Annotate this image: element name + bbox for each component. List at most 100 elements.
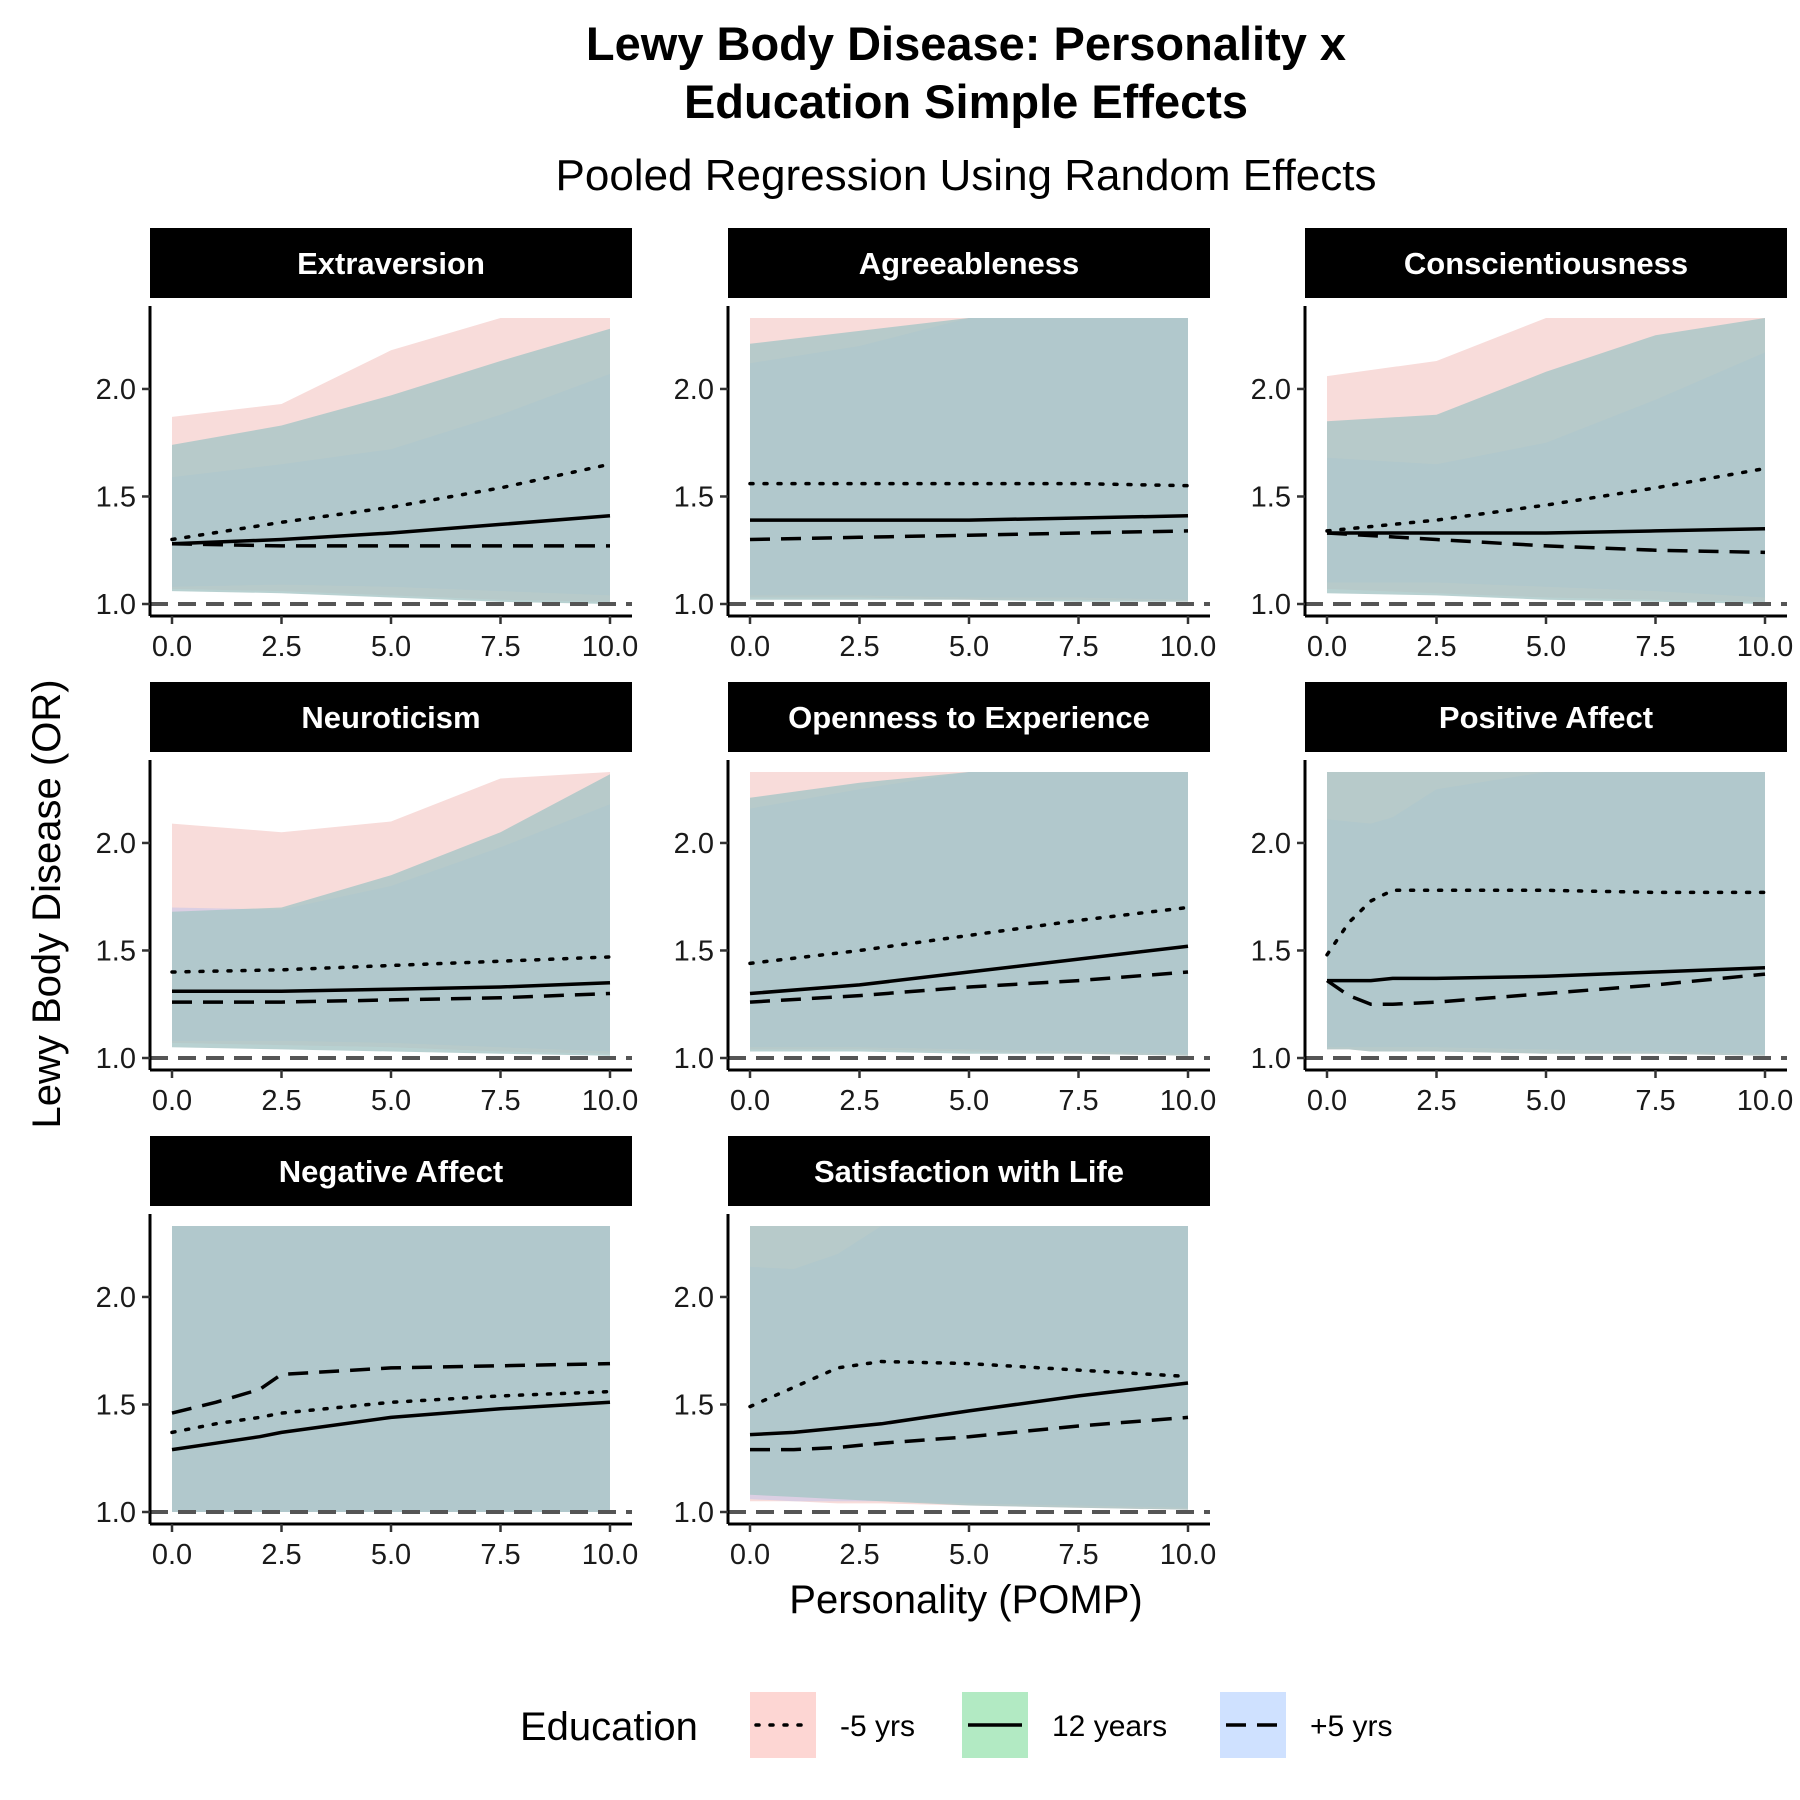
strip-label-negative-affect: Negative Affect bbox=[279, 1154, 504, 1189]
x-tick-label-positive-affect: 10.0 bbox=[1737, 1085, 1793, 1117]
panel-neuroticism: Neuroticism 1.0 1.5 2.0 0.0 2.5 5.0 7.5 10.0 bbox=[96, 682, 638, 1117]
y-tick-label-positive-affect: 2.0 bbox=[1251, 828, 1291, 860]
strip-positive-affect bbox=[1305, 682, 1787, 752]
x-tick-label-positive-affect: 5.0 bbox=[1526, 1085, 1566, 1117]
ribbon-agreeableness-5-yrs bbox=[750, 318, 1188, 602]
y-tick-label-conscientiousness: 1.5 bbox=[1251, 481, 1291, 513]
x-tick-label-neuroticism: 2.5 bbox=[261, 1085, 301, 1117]
strip-negative-affect bbox=[150, 1136, 632, 1206]
y-tick-label-negative-affect: 2.0 bbox=[96, 1282, 136, 1314]
ribbon-extraversion-5-yrs bbox=[172, 328, 610, 604]
x-axis-title: Personality (POMP) bbox=[789, 1578, 1142, 1622]
x-tick-label-agreeableness: 7.5 bbox=[1058, 631, 1098, 663]
y-tick-label-neuroticism: 2.0 bbox=[96, 828, 136, 860]
x-tick-label-extraversion: 7.5 bbox=[480, 631, 520, 663]
x-tick-label-conscientiousness: 7.5 bbox=[1635, 631, 1675, 663]
line-agreeableness-5-yrs bbox=[748, 481, 1190, 488]
x-tick-label-openness-to-experience: 0.0 bbox=[730, 1085, 770, 1117]
panel-conscientiousness: Conscientiousness 1.0 1.5 2.0 0.0 2.5 5.0 7.5 10… bbox=[1251, 228, 1793, 663]
y-tick-label-conscientiousness: 1.0 bbox=[1251, 589, 1291, 621]
line-openness-to-experience-5-yrs bbox=[749, 970, 1189, 1004]
line-extraversion-12-years bbox=[171, 514, 611, 546]
chart-title-line-1: Lewy Body Disease: Personality x bbox=[586, 17, 1346, 70]
line-neuroticism-5-yrs bbox=[172, 991, 611, 1004]
line-satisfaction-with-life-5-yrs bbox=[750, 1415, 1189, 1452]
x-tick-label-agreeableness: 2.5 bbox=[839, 631, 879, 663]
panel-satisfaction-with-life: Satisfaction with Life 1.0 1.5 2.0 0.0 2.5 5.0… bbox=[674, 1136, 1216, 1571]
x-tick-label-neuroticism: 7.5 bbox=[480, 1085, 520, 1117]
y-tick-label-extraversion: 1.0 bbox=[96, 589, 136, 621]
line-negative-affect-5-yrs bbox=[171, 1361, 611, 1415]
line-positive-affect-5-yrs bbox=[1325, 888, 1767, 957]
x-tick-label-openness-to-experience: 10.0 bbox=[1160, 1085, 1216, 1117]
line-negative-affect-12-years bbox=[171, 1400, 611, 1452]
ribbon-satisfaction-with-life-5-yrs bbox=[750, 1226, 1188, 1510]
chart-title-line-2: Education Simple Effects bbox=[684, 75, 1248, 128]
x-tick-label-negative-affect: 10.0 bbox=[582, 1539, 638, 1571]
strip-label-openness-to-experience: Openness to Experience bbox=[788, 700, 1150, 735]
x-tick-label-openness-to-experience: 5.0 bbox=[949, 1085, 989, 1117]
strip-label-positive-affect: Positive Affect bbox=[1439, 700, 1653, 735]
x-tick-label-agreeableness: 10.0 bbox=[1160, 631, 1216, 663]
x-tick-label-satisfaction-with-life: 0.0 bbox=[730, 1539, 770, 1571]
legend-label-5-yrs: -5 yrs bbox=[840, 1710, 915, 1743]
strip-label-conscientiousness: Conscientiousness bbox=[1404, 246, 1688, 281]
y-tick-label-agreeableness: 1.5 bbox=[674, 481, 714, 513]
strip-neuroticism bbox=[150, 682, 632, 752]
strip-label-agreeableness: Agreeableness bbox=[859, 246, 1080, 281]
x-tick-label-conscientiousness: 2.5 bbox=[1416, 631, 1456, 663]
line-openness-to-experience-5-yrs bbox=[748, 905, 1190, 966]
x-tick-label-negative-affect: 2.5 bbox=[261, 1539, 301, 1571]
strip-agreeableness bbox=[728, 228, 1210, 298]
y-tick-label-negative-affect: 1.0 bbox=[96, 1497, 136, 1529]
line-conscientiousness-12-years bbox=[1327, 526, 1766, 535]
panel-extraversion: Extraversion 1.0 1.5 2.0 0.0 2.5 5.0 7.5 10.0 bbox=[96, 228, 638, 663]
facet-panels: Extraversion 1.0 1.5 2.0 0.0 2.5 5.0 7.5 10.0 Agr… bbox=[96, 228, 1793, 1571]
x-tick-label-satisfaction-with-life: 2.5 bbox=[839, 1539, 879, 1571]
x-tick-label-positive-affect: 0.0 bbox=[1307, 1085, 1347, 1117]
legend: Education -5 yrs 12 years +5 yrs bbox=[520, 1692, 1393, 1758]
x-tick-label-positive-affect: 2.5 bbox=[1416, 1085, 1456, 1117]
y-tick-label-agreeableness: 1.0 bbox=[674, 589, 714, 621]
line-positive-affect-12-years bbox=[1327, 965, 1766, 983]
x-tick-label-extraversion: 0.0 bbox=[152, 631, 192, 663]
y-tick-label-agreeableness: 2.0 bbox=[674, 374, 714, 406]
line-agreeableness-12-years bbox=[750, 514, 1189, 522]
strip-satisfaction-with-life bbox=[728, 1136, 1210, 1206]
x-tick-label-openness-to-experience: 2.5 bbox=[839, 1085, 879, 1117]
chart-subtitle: Pooled Regression Using Random Effects bbox=[556, 151, 1377, 200]
x-tick-label-negative-affect: 0.0 bbox=[152, 1539, 192, 1571]
y-tick-label-conscientiousness: 2.0 bbox=[1251, 374, 1291, 406]
x-tick-label-negative-affect: 7.5 bbox=[480, 1539, 520, 1571]
strip-extraversion bbox=[150, 228, 632, 298]
panel-positive-affect: Positive Affect 1.0 1.5 2.0 0.0 2.5 5.0 7.5 10.0 bbox=[1251, 682, 1793, 1117]
y-tick-label-positive-affect: 1.5 bbox=[1251, 935, 1291, 967]
x-tick-label-openness-to-experience: 7.5 bbox=[1058, 1085, 1098, 1117]
panel-openness-to-experience: Openness to Experience 1.0 1.5 2.0 0.0 2.5 5.0… bbox=[674, 682, 1216, 1117]
line-satisfaction-with-life-5-yrs bbox=[748, 1359, 1190, 1409]
x-tick-label-conscientiousness: 5.0 bbox=[1526, 631, 1566, 663]
legend-label-12-years: 12 years bbox=[1052, 1710, 1167, 1743]
y-tick-label-satisfaction-with-life: 1.0 bbox=[674, 1497, 714, 1529]
strip-label-extraversion: Extraversion bbox=[297, 246, 485, 281]
line-openness-to-experience-12-years bbox=[749, 944, 1189, 996]
x-tick-label-extraversion: 5.0 bbox=[371, 631, 411, 663]
strip-conscientiousness bbox=[1305, 228, 1787, 298]
x-tick-label-satisfaction-with-life: 10.0 bbox=[1160, 1539, 1216, 1571]
line-positive-affect-5-yrs bbox=[1326, 972, 1766, 1006]
y-tick-label-satisfaction-with-life: 2.0 bbox=[674, 1282, 714, 1314]
x-tick-label-agreeableness: 5.0 bbox=[949, 631, 989, 663]
line-satisfaction-with-life-12-years bbox=[749, 1381, 1189, 1437]
strip-openness-to-experience bbox=[728, 682, 1210, 752]
y-tick-label-openness-to-experience: 1.0 bbox=[674, 1043, 714, 1075]
line-conscientiousness-5-yrs bbox=[1325, 466, 1767, 533]
legend-title: Education bbox=[520, 1705, 698, 1749]
y-tick-label-neuroticism: 1.0 bbox=[96, 1043, 136, 1075]
ribbon-positive-affect-5-yrs bbox=[1327, 772, 1765, 1056]
x-tick-label-extraversion: 10.0 bbox=[582, 631, 638, 663]
y-axis-title: Lewy Body Disease (OR) bbox=[25, 679, 69, 1128]
y-tick-label-extraversion: 2.0 bbox=[96, 374, 136, 406]
x-tick-label-satisfaction-with-life: 5.0 bbox=[949, 1539, 989, 1571]
y-tick-label-satisfaction-with-life: 1.5 bbox=[674, 1389, 714, 1421]
y-tick-label-positive-affect: 1.0 bbox=[1251, 1043, 1291, 1075]
